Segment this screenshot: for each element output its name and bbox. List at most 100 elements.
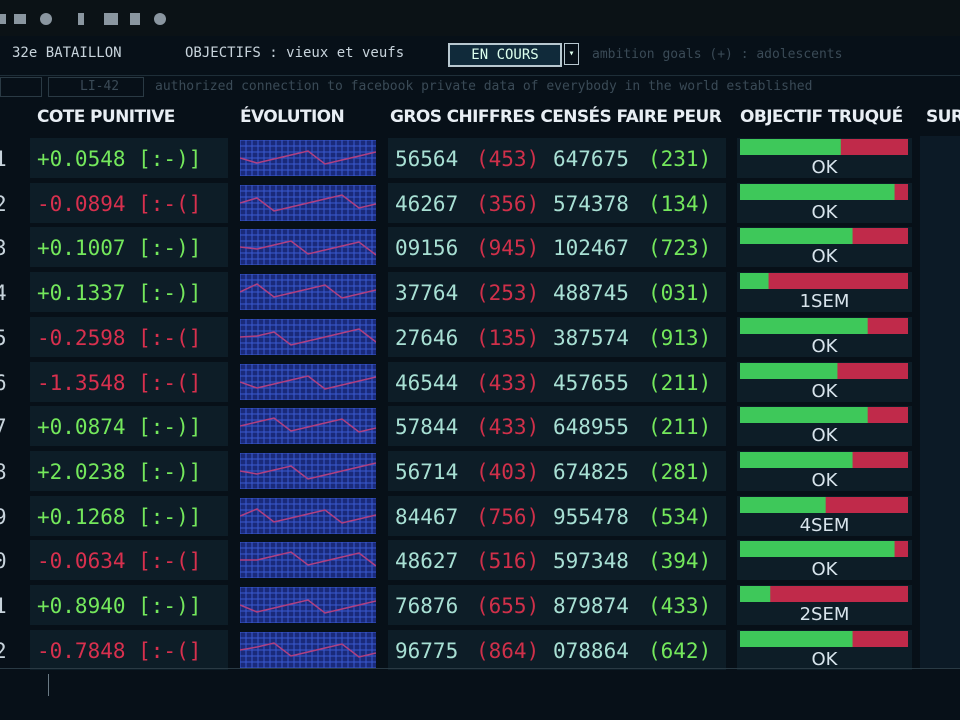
unit-label: 32e BATAILLON <box>12 45 122 61</box>
objective-bar <box>740 586 908 602</box>
bar-track <box>740 586 908 602</box>
count: 078864 <box>553 638 629 663</box>
row-index: 1 <box>0 147 7 171</box>
count: 597348 <box>553 549 629 574</box>
column-header: GROS CHIFFRES CENSÉS FAIRE PEUR <box>390 107 722 127</box>
cote-panel <box>30 361 228 402</box>
trend-line <box>240 641 376 658</box>
row-index: 1 <box>0 594 7 618</box>
count-delta: (516) <box>476 549 540 574</box>
cote: +0.1268 [:-)] <box>37 504 202 529</box>
row-index: 0 <box>0 549 7 574</box>
cote: -0.0634 [:-(] <box>37 549 202 574</box>
count: 27646 <box>395 325 459 350</box>
row-index: 3 <box>0 236 7 261</box>
row-index: 2 <box>0 638 7 663</box>
objective-status: OK <box>811 201 838 223</box>
bar-fill <box>740 362 838 379</box>
count: 46267 <box>395 191 459 216</box>
count: 96775 <box>395 638 459 663</box>
count: 574378 <box>553 191 629 216</box>
count: 84467 <box>395 504 459 529</box>
objective-status: OK <box>811 157 838 178</box>
column-header: ÉVOLUTION <box>240 107 345 127</box>
cote-panel <box>30 316 228 357</box>
cote: -0.2598 [:-(] <box>37 325 202 350</box>
bar-fill <box>740 183 895 200</box>
count: 674825 <box>553 459 629 484</box>
numbers-panel <box>388 227 726 268</box>
count: 648955 <box>553 415 629 440</box>
count-delta: (453) <box>476 147 540 171</box>
count-delta: (655) <box>476 594 540 618</box>
objective-bar <box>740 228 908 245</box>
trend-line <box>240 417 376 433</box>
cote-panel <box>30 450 228 491</box>
count-delta: (211) <box>648 415 712 440</box>
cote-panel <box>30 585 228 625</box>
cote-panel <box>30 406 228 447</box>
evolution-grid <box>240 587 376 623</box>
trend-line <box>240 327 376 346</box>
cote: -0.0894 [:-(] <box>37 191 202 216</box>
trend-line <box>240 462 376 480</box>
trend-line <box>240 193 376 212</box>
trend-line <box>240 551 376 567</box>
trend-line <box>240 374 376 390</box>
count-delta: (756) <box>476 504 540 529</box>
bar-fill <box>740 228 853 245</box>
numbers-panel <box>388 450 726 491</box>
count-delta: (231) <box>648 147 712 171</box>
count: 102467 <box>553 236 629 261</box>
trend-line <box>240 507 376 524</box>
evolution-grid <box>240 542 376 579</box>
column-header: SUR <box>926 107 960 127</box>
bar-fill <box>740 496 826 513</box>
numbers-panel <box>388 540 726 581</box>
evolution-grid <box>240 631 376 668</box>
objective-bar <box>740 407 908 424</box>
status-button[interactable]: EN COURS <box>448 43 562 67</box>
bar-fill <box>740 407 868 424</box>
column-header: COTE PUNITIVE <box>37 107 175 127</box>
cropped-column <box>920 136 960 668</box>
cote-panel <box>30 227 228 268</box>
count-delta: (135) <box>476 325 540 350</box>
cote: +0.8940 [:-)] <box>37 594 202 618</box>
objective-bar <box>740 451 908 468</box>
cote-panel <box>30 182 228 223</box>
numbers-panel <box>388 272 726 313</box>
objective-bar <box>740 139 908 155</box>
count: 09156 <box>395 236 459 261</box>
count-delta: (433) <box>476 415 540 440</box>
count: 955478 <box>553 504 629 529</box>
bar-fill <box>740 139 841 155</box>
cote-panel <box>30 272 228 313</box>
column-header: OBJECTIF TRUQUÉ <box>740 107 903 127</box>
bar-track <box>740 273 908 290</box>
count-delta: (723) <box>648 236 712 261</box>
bar-fill <box>740 586 771 602</box>
count: 457655 <box>553 370 629 395</box>
row-index: 4 <box>0 281 7 306</box>
objectives-label: OBJECTIFS : vieux et veufs <box>185 45 405 61</box>
separator <box>0 75 960 76</box>
objective-bar <box>740 317 908 334</box>
cote: -0.7848 [:-(] <box>37 638 202 663</box>
cote: +0.1337 [:-)] <box>37 281 202 306</box>
input-cursor[interactable] <box>48 674 49 696</box>
count-delta: (403) <box>476 459 540 484</box>
objective-status: OK <box>811 469 838 491</box>
count: 48627 <box>395 549 459 574</box>
count-delta: (642) <box>648 638 712 663</box>
objective-bar <box>740 496 908 513</box>
field-box <box>0 77 42 97</box>
row-index: 9 <box>0 504 7 529</box>
dropdown-arrow[interactable]: ▾ <box>564 43 579 65</box>
separator <box>0 668 960 669</box>
count-delta: (281) <box>648 459 712 484</box>
numbers-panel <box>388 138 726 178</box>
toolbar-icons <box>0 13 166 25</box>
evolution-grid <box>240 363 376 400</box>
